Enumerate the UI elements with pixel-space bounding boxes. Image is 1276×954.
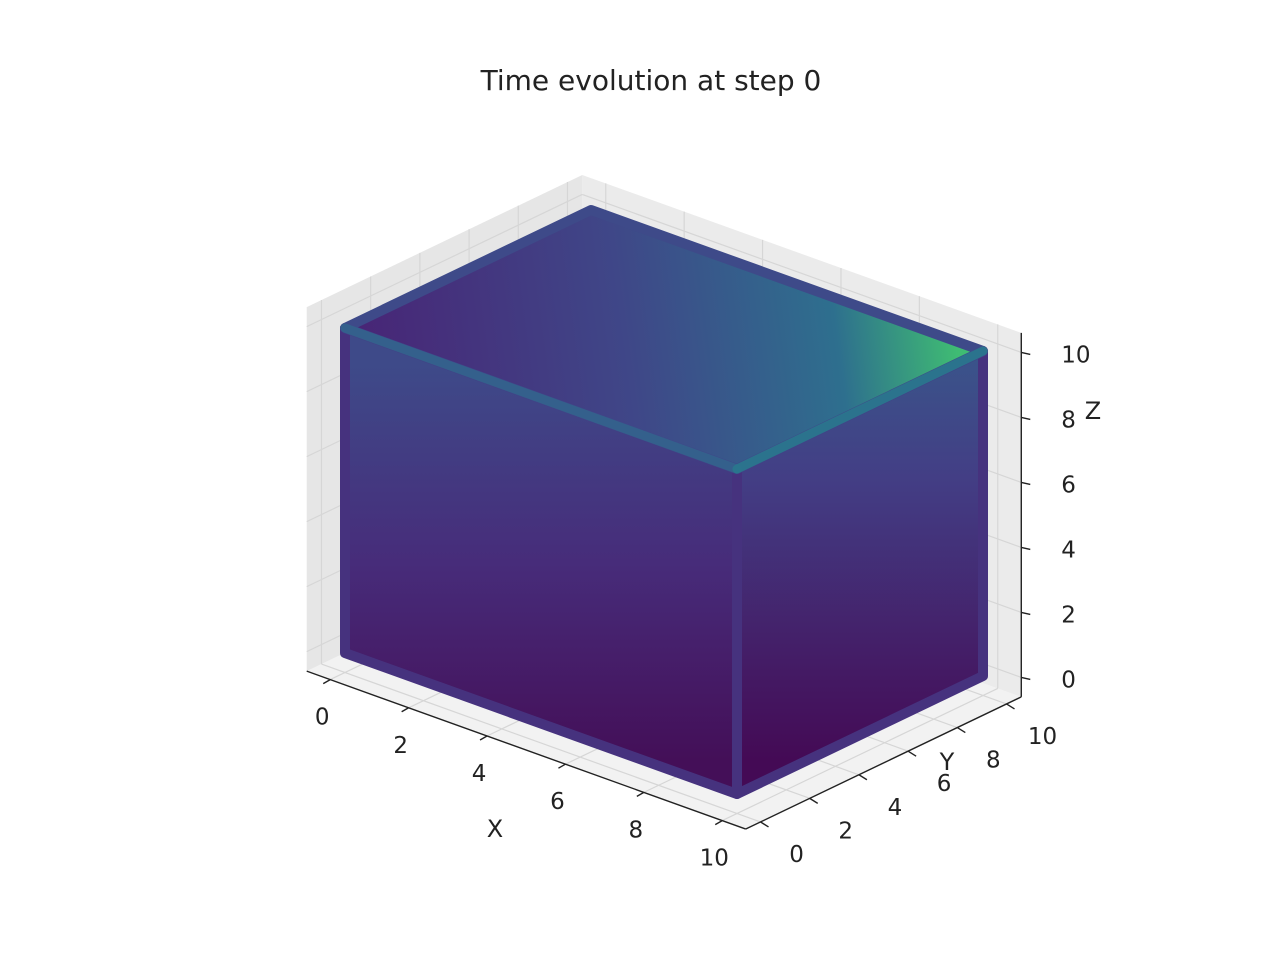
z-tick-mark xyxy=(1021,546,1031,551)
x-tick-mark xyxy=(558,763,566,769)
y-axis-line xyxy=(745,696,1022,830)
side-top-edge xyxy=(732,346,988,474)
x-tick-label: 8 xyxy=(629,817,644,843)
y-axis-label: Y xyxy=(939,748,955,776)
y-tick-label: 8 xyxy=(986,748,1001,774)
chart-title: Time evolution at step 0 xyxy=(480,64,822,97)
y-tick-label: 0 xyxy=(789,842,804,868)
z-tick-mark xyxy=(1021,416,1031,421)
y-tick-mark xyxy=(760,821,769,828)
y-tick-mark xyxy=(1006,703,1015,710)
y-tick-label: 2 xyxy=(838,818,853,844)
z-tick-mark xyxy=(1021,481,1031,486)
z-tick-label: 0 xyxy=(1061,667,1076,693)
x-tick-label: 6 xyxy=(550,789,565,815)
front-top-edge xyxy=(340,323,742,474)
x-tick-label: 0 xyxy=(315,705,330,731)
x-tick-mark xyxy=(636,791,645,797)
grid-line xyxy=(321,663,761,823)
x-axis-label: X xyxy=(487,815,503,843)
x-tick-label: 2 xyxy=(393,733,408,759)
z-tick-label: 6 xyxy=(1061,472,1076,498)
x-tick-mark xyxy=(479,735,488,741)
z-axis-label: Z xyxy=(1085,397,1101,425)
x-tick-label: 4 xyxy=(472,761,487,787)
z-tick-label: 10 xyxy=(1061,342,1090,368)
grid-line xyxy=(306,193,583,328)
axis-lines xyxy=(306,332,1022,830)
y-tick-label: 6 xyxy=(937,771,952,797)
y-tick-label: 4 xyxy=(888,795,903,821)
y-tick-mark xyxy=(858,774,868,781)
y-tick-mark xyxy=(907,750,917,757)
x-axis-line xyxy=(306,670,746,830)
z-tick-mark xyxy=(1021,676,1031,681)
tick-marks xyxy=(322,351,1031,828)
z-tick-mark xyxy=(1021,611,1031,616)
y-tick-mark xyxy=(956,726,966,734)
y-tick-label: 10 xyxy=(1028,724,1057,750)
z-tick-label: 8 xyxy=(1061,407,1076,433)
x-tick-mark xyxy=(322,678,331,685)
grid-line xyxy=(582,193,1022,353)
tick-labels: 0 2 4 6 8 10 0 2 4 6 8 10 0 2 4 6 8 10 xyxy=(315,342,1091,871)
x-tick-label: 10 xyxy=(700,846,729,872)
y-tick-mark xyxy=(809,797,819,804)
grid-line xyxy=(721,687,999,822)
x-tick-mark xyxy=(401,707,409,713)
z-tick-label: 4 xyxy=(1061,537,1076,563)
z-tick-label: 2 xyxy=(1061,602,1076,628)
data-volume xyxy=(340,205,988,799)
x-tick-mark xyxy=(714,819,723,826)
z-tick-mark xyxy=(1021,351,1031,356)
